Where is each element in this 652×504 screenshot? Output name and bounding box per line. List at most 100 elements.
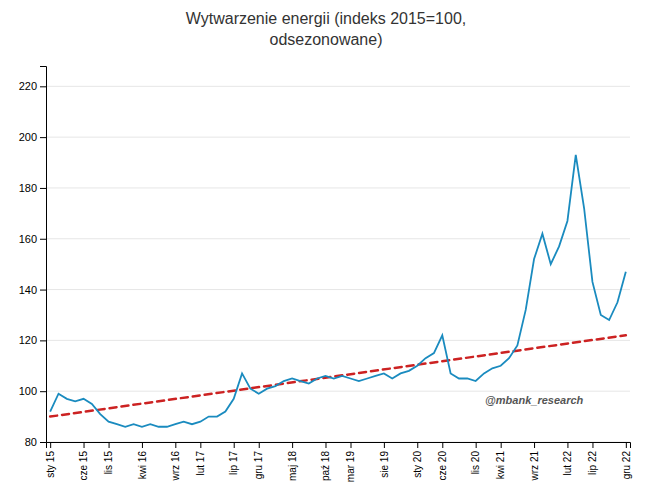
x-tick-mark (567, 442, 568, 448)
x-tick-label: sty 15 (45, 451, 56, 478)
y-tick-label: 220 (19, 80, 37, 92)
y-tick-label: 140 (19, 284, 37, 296)
x-tick-label: lis 20 (470, 451, 481, 475)
y-tick: 220 (19, 80, 46, 92)
x-tick: lis 20 (470, 442, 481, 474)
x-tick-label: sty 20 (412, 451, 423, 478)
x-tick-label: gru 22 (621, 451, 632, 480)
y-tick-label: 180 (19, 182, 37, 194)
x-tick: lut 17 (195, 442, 206, 475)
y-axis-line (40, 67, 47, 443)
x-tick-mark (501, 442, 502, 448)
x-tick-label: lip 17 (228, 451, 239, 475)
grid-line (46, 86, 630, 87)
x-tick-mark (476, 442, 477, 448)
x-tick-mark (534, 442, 535, 448)
title: Wytwarzenie energii (indeks 2015=100, ods… (186, 10, 466, 48)
x-tick-mark (384, 442, 385, 448)
x-tick-label: gru 17 (253, 451, 264, 480)
y-tick-label: 200 (19, 131, 37, 143)
y-axis: 80 100 120 140 160 180 200 220 (19, 67, 47, 449)
series-line (50, 155, 626, 427)
x-tick-mark (592, 442, 593, 448)
y-tick: 180 (19, 182, 46, 194)
y-tick: 200 (19, 131, 46, 143)
x-tick-label: mar 19 (345, 451, 356, 483)
x-tick: lut 22 (562, 442, 573, 475)
x-tick: sty 20 (412, 442, 423, 478)
y-tick-mark (40, 188, 46, 189)
x-tick-mark (200, 442, 201, 448)
x-tick: lip 22 (587, 442, 598, 475)
x-tick-mark (292, 442, 293, 448)
grid-line (46, 137, 630, 138)
x-tick-label: lut 22 (562, 451, 573, 476)
x-tick-mark (325, 442, 326, 448)
x-tick: gru 22 (621, 442, 632, 479)
x-tick-label: kwi 21 (495, 451, 506, 480)
y-tick-mark (40, 137, 46, 138)
x-tick-label: kwi 16 (137, 451, 148, 480)
x-tick: lip 17 (228, 442, 239, 475)
y-tick-label: 80 (25, 436, 37, 448)
x-tick-mark (109, 442, 110, 448)
x-tick: sty 15 (45, 442, 56, 478)
y-tick-mark (40, 86, 46, 87)
x-tick-label: maj 18 (287, 451, 298, 481)
x-tick: kwi 16 (137, 442, 148, 479)
x-tick-label: cze 20 (437, 451, 448, 481)
y-tick-mark (40, 391, 46, 392)
x-tick-label: lip 22 (587, 451, 598, 475)
title-line: odsezonowane) (270, 31, 383, 48)
y-tick: 160 (19, 233, 46, 245)
x-tick: cze 15 (78, 442, 89, 480)
y-tick: 100 (19, 385, 46, 397)
x-tick: wrz 16 (170, 442, 181, 481)
plot-area: 80 100 120 140 160 180 200 220 sty 15 cze 15 lis 1… (19, 67, 632, 483)
y-tick-label: 100 (19, 385, 37, 397)
x-tick-label: wrz 16 (170, 451, 181, 482)
chart-svg: 80 100 120 140 160 180 200 220 sty 15 cze 15 lis 1… (0, 0, 652, 504)
title-line: Wytwarzenie energii (indeks 2015=100, (186, 10, 466, 27)
y-tick: 140 (19, 284, 46, 296)
x-tick-mark (175, 442, 176, 448)
x-tick: gru 17 (253, 442, 264, 479)
y-tick: 80 (25, 436, 46, 448)
x-tick-mark (50, 442, 51, 448)
x-tick-mark (417, 442, 418, 448)
annotation: @mbank_research (485, 394, 583, 406)
x-tick-label: lis 15 (103, 451, 114, 475)
y-tick-mark (40, 340, 46, 341)
y-tick-label: 160 (19, 233, 37, 245)
x-tick: cze 20 (437, 442, 448, 480)
x-tick-mark (84, 442, 85, 448)
x-tick-label: sie 19 (379, 451, 390, 478)
x-axis: sty 15 cze 15 lis 15 kwi 16 wrz 16 lut 17 lip … (45, 442, 632, 482)
marks (50, 155, 626, 427)
x-tick-mark (626, 442, 627, 448)
y-tick: 120 (19, 334, 46, 346)
x-tick-label: lut 17 (195, 451, 206, 476)
grid (46, 86, 630, 442)
x-tick-mark (442, 442, 443, 448)
x-tick-mark (234, 442, 235, 448)
x-tick: mar 19 (345, 442, 356, 482)
x-tick: wrz 21 (529, 442, 540, 481)
x-tick-label: paź 18 (320, 451, 331, 481)
grid-line (46, 187, 630, 188)
y-tick-mark (40, 290, 46, 291)
grid-line (46, 391, 630, 392)
x-axis-line (47, 443, 631, 449)
grid-line (46, 238, 630, 239)
trend-line (50, 335, 626, 416)
x-tick-mark (259, 442, 260, 448)
x-tick-mark (351, 442, 352, 448)
x-tick: maj 18 (287, 442, 298, 481)
y-tick-mark (40, 239, 46, 240)
x-tick-label: wrz 21 (529, 451, 540, 482)
x-tick-label: cze 15 (78, 451, 89, 481)
x-tick: sie 19 (379, 442, 390, 478)
x-tick: lis 15 (103, 442, 114, 474)
x-tick-mark (142, 442, 143, 448)
x-tick: paź 18 (320, 442, 331, 481)
